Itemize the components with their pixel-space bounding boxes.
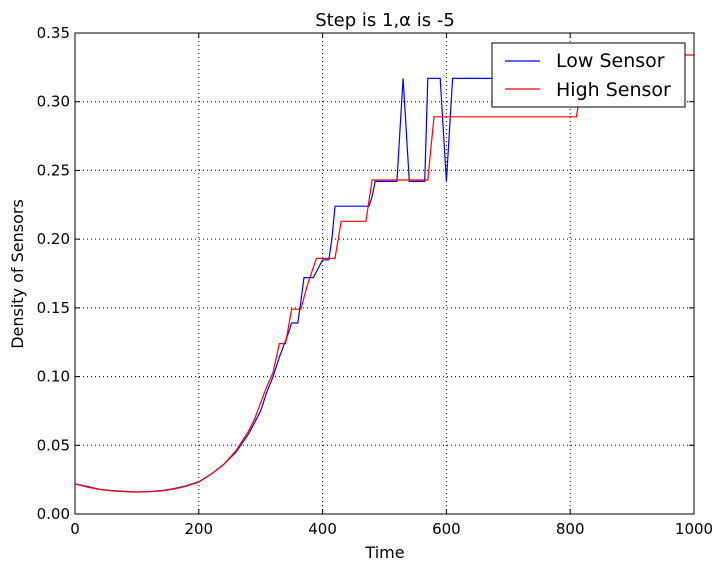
x-tick-label: 600 bbox=[432, 520, 461, 538]
y-tick-label: 0.05 bbox=[37, 436, 70, 454]
series-line-high-sensor bbox=[74, 54, 694, 493]
y-tick-label: 0.15 bbox=[37, 299, 70, 317]
axis-ticks: 0 200 400 600 800 1000 0.00 0.05 0.10 0.15 0.20 0.2… bbox=[37, 24, 714, 538]
y-tick-label: 0.25 bbox=[37, 161, 70, 179]
y-axis-label: Density of Sensors bbox=[8, 199, 27, 349]
legend: Low Sensor High Sensor bbox=[491, 42, 686, 108]
x-tick-label: 0 bbox=[70, 520, 80, 538]
y-tick-label: 0.10 bbox=[37, 368, 70, 386]
plot-frame bbox=[74, 32, 695, 515]
x-tick-label: 1000 bbox=[675, 520, 713, 538]
series-layer bbox=[74, 54, 694, 493]
x-tick-label: 800 bbox=[556, 520, 585, 538]
y-tick-label: 0.30 bbox=[37, 93, 70, 111]
legend-label-high-sensor: High Sensor bbox=[556, 79, 671, 101]
series-line-low-sensor bbox=[74, 77, 509, 493]
x-tick-label: 400 bbox=[308, 520, 337, 538]
x-axis-label: Time bbox=[364, 543, 404, 562]
y-tick-label: 0.20 bbox=[37, 230, 70, 248]
y-tick-label: 0.00 bbox=[37, 505, 70, 523]
y-tick-label: 0.35 bbox=[37, 24, 70, 42]
legend-label-low-sensor: Low Sensor bbox=[556, 50, 665, 72]
chart-title: Step is 1,α is -5 bbox=[315, 10, 455, 31]
legend-box bbox=[491, 42, 686, 108]
x-tick-label: 200 bbox=[184, 520, 213, 538]
grid-lines bbox=[75, 33, 694, 514]
